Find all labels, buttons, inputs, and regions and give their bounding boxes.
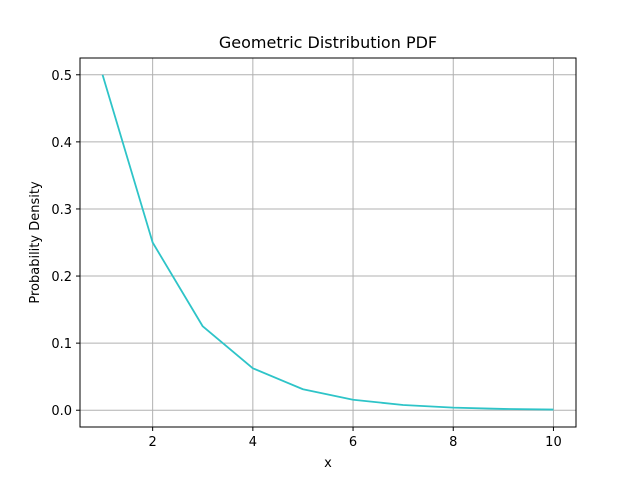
series-line xyxy=(101,74,554,411)
chart-title: Geometric Distribution PDF xyxy=(219,33,437,52)
y-tick-label: 0.3 xyxy=(51,203,72,218)
x-tick-label: 6 xyxy=(349,435,357,450)
y-tick-label: 0.2 xyxy=(51,270,72,285)
y-tick-label: 0.5 xyxy=(51,69,72,84)
x-tick-label: 4 xyxy=(249,435,257,450)
plot-frame xyxy=(79,57,577,428)
y-tick-label: 0.4 xyxy=(51,136,72,151)
x-tick-label: 10 xyxy=(545,435,562,450)
ticks: 2 4 6 8 10 0.0 0.1 0.2 0.3 0.4 0.5 xyxy=(51,69,561,450)
x-axis-label: x xyxy=(324,456,332,471)
y-tick-label: 0.1 xyxy=(51,337,72,352)
x-tick-label: 2 xyxy=(149,435,157,450)
grid-lines xyxy=(80,58,576,427)
y-axis-label: Probability Density xyxy=(28,181,43,304)
series-layer xyxy=(101,74,554,411)
y-tick-label: 0.0 xyxy=(51,404,72,419)
x-tick-label: 8 xyxy=(449,435,457,450)
